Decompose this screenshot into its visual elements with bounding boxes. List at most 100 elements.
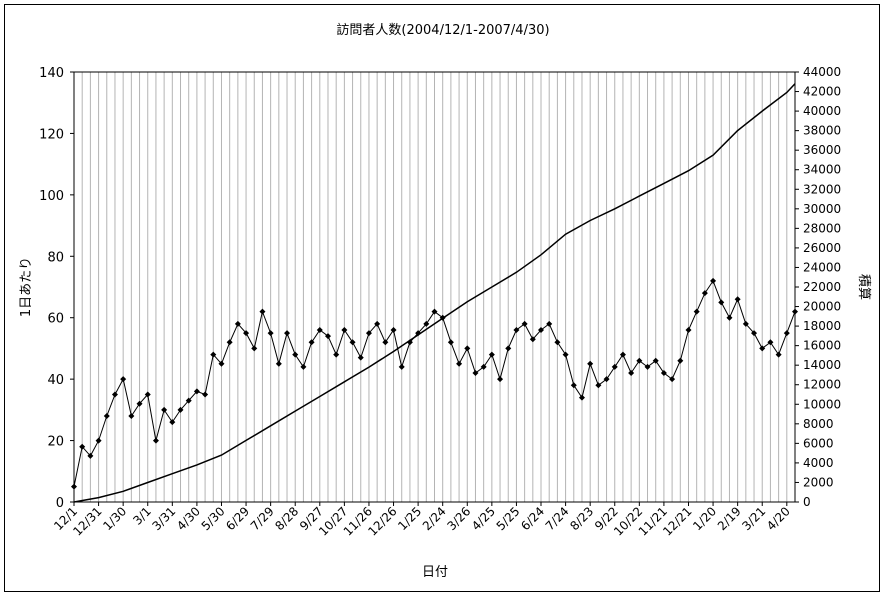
right-tick-label: 2000 [803,475,834,489]
daily-point [349,339,356,346]
daily-point [734,296,741,303]
x-tick-label: 1/30 [100,504,129,533]
daily-point [128,413,135,419]
daily-point [267,330,274,337]
x-tick-label: 12/21 [660,504,694,538]
right-tick-label: 30000 [803,202,841,216]
x-tick-label: 1/20 [690,504,719,533]
left-axis-label: 1日あたり [19,257,34,317]
vertical-gridlines [81,72,788,502]
daily-point [324,333,331,340]
x-tick-label: 7/29 [248,504,277,533]
daily-point [660,370,667,376]
daily-point [628,370,635,376]
left-tick-label: 80 [47,250,64,265]
daily-point [456,360,463,367]
daily-point [423,320,430,327]
right-tick-label: 20000 [803,300,841,314]
daily-point [529,336,536,343]
x-axis-label: 日付 [422,565,448,580]
daily-point [406,339,413,346]
daily-point [685,327,692,333]
chart-frame [4,4,880,592]
daily-point [177,406,184,413]
right-tick-label: 8000 [803,417,834,431]
daily-point [284,330,291,337]
daily-point [710,277,717,284]
daily-point [193,388,200,395]
daily-point [382,339,389,346]
daily-point [357,354,364,361]
right-tick-label: 18000 [803,319,841,333]
x-tick-label: 8/23 [567,504,596,533]
daily-point [677,357,684,364]
left-tick-label: 140 [39,66,64,81]
daily-point [161,406,168,413]
daily-point [521,320,528,327]
daily-point [103,413,110,419]
daily-point [554,339,561,346]
daily-point [87,452,94,459]
daily-point [185,397,192,404]
daily-point [136,400,143,407]
left-tick-label: 100 [39,189,64,204]
daily-point [472,370,479,376]
x-tick-label: 12/26 [365,504,399,538]
daily-point [595,382,602,389]
daily-point [415,330,422,337]
right-tick-label: 44000 [803,65,841,79]
left-y-axis: 0 20 40 60 80 100 120 140 [39,66,74,511]
daily-point [316,327,323,333]
right-tick-label: 22000 [803,280,841,294]
right-tick-label: 26000 [803,241,841,255]
daily-point [390,327,397,333]
daily-point [693,308,700,315]
daily-point [300,363,307,370]
daily-point [275,360,282,367]
daily-point [398,363,405,370]
right-tick-label: 38000 [803,124,841,138]
daily-point [464,345,471,352]
right-tick-label: 0 [803,495,811,509]
right-tick-label: 40000 [803,104,841,118]
x-tick-label: 6/24 [518,504,547,533]
left-tick-label: 0 [56,496,64,511]
daily-point [652,357,659,364]
daily-point [144,391,151,398]
right-tick-label: 32000 [803,182,841,196]
right-tick-label: 6000 [803,436,834,450]
daily-point [210,351,217,358]
right-axis-label: 積算 [856,274,871,300]
right-tick-label: 42000 [803,85,841,99]
chart-title: 訪問者人数(2004/12/1-2007/4/30) [336,22,549,38]
daily-point [431,308,438,315]
daily-point [570,382,577,389]
daily-point [341,327,348,333]
left-tick-label: 20 [47,435,64,450]
daily-point [169,419,176,426]
x-tick-label: 4/20 [764,504,793,533]
daily-point [333,351,340,358]
daily-point [95,437,102,444]
plot-area-border [73,71,796,503]
daily-point [513,327,520,333]
daily-point [669,376,676,383]
right-tick-label: 14000 [803,358,841,372]
daily-point [439,314,446,321]
daily-point [767,339,774,346]
daily-point [718,299,725,306]
daily-point [759,345,766,352]
daily-series [71,277,798,490]
daily-point [636,357,643,364]
daily-point [365,330,372,337]
daily-point [120,376,127,383]
right-tick-label: 28000 [803,221,841,235]
right-tick-label: 24000 [803,260,841,274]
right-y-axis: 0 2000 4000 6000 8000 10000 12000 14000 16000 180… [795,65,841,509]
daily-point [644,363,651,370]
daily-point [546,320,553,327]
daily-point [480,363,487,370]
daily-point [202,391,209,398]
daily-point [243,330,250,337]
